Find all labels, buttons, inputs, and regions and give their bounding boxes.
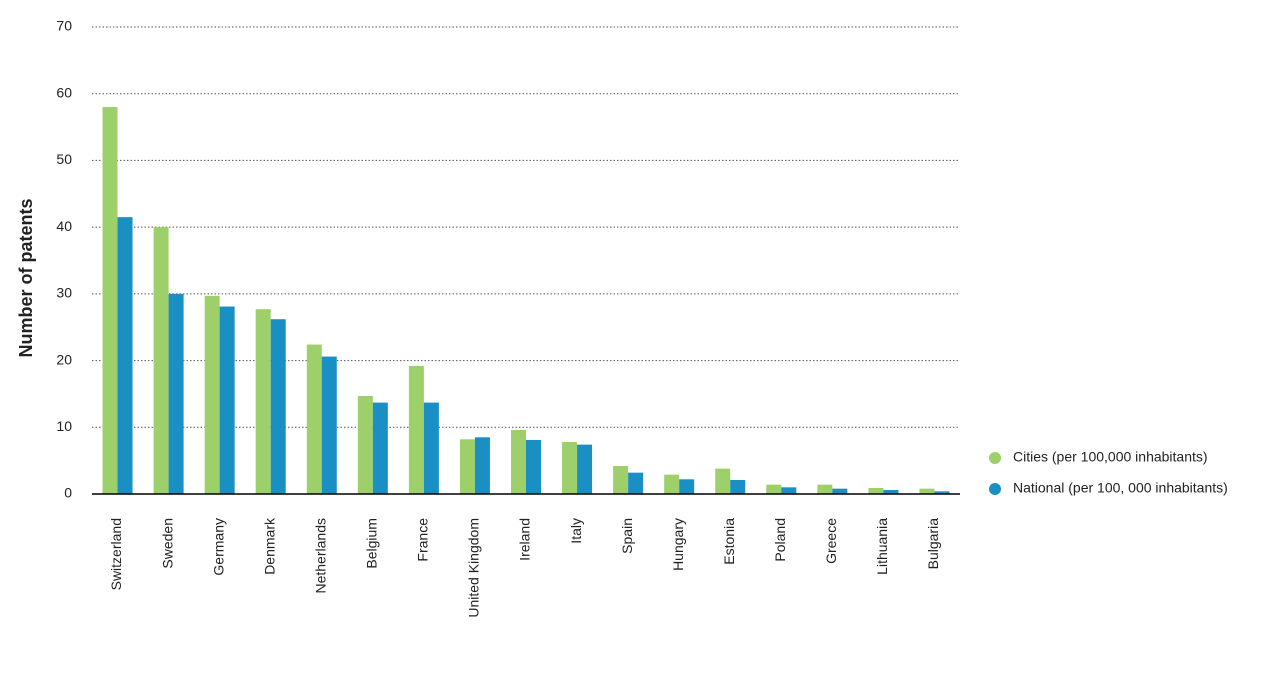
bar [255,309,271,494]
y-tick-label: 10 [56,418,72,434]
y-tick-label: 50 [56,151,72,167]
x-tick-label: France [415,518,431,562]
x-tick-label: Belgium [364,518,380,569]
y-tick-label: 70 [56,18,72,34]
bar [204,295,220,494]
y-tick-label: 20 [56,351,72,367]
legend-marker [989,483,1001,495]
bar [562,441,578,494]
y-axis-label: Number of patents [16,198,36,357]
bar [408,365,424,494]
x-tick-label: United Kingdom [466,518,482,618]
x-tick-label: Bulgaria [925,518,941,570]
bar [168,293,184,494]
x-tick-label: Switzerland [108,518,124,590]
legend-label: Cities (per 100,000 inhabitants) [1013,449,1208,465]
bar [270,319,286,494]
bar [306,344,322,494]
x-tick-label: Sweden [159,518,175,569]
bar [883,489,899,494]
y-tick-label: 60 [56,84,72,100]
bar [526,439,541,494]
bar [817,484,833,494]
bar [919,488,935,494]
legend-label: National (per 100, 000 inhabitants) [1013,480,1228,496]
x-tick-label: Greece [823,518,839,564]
x-tick-label: Ireland [517,518,533,561]
x-tick-label: Estonia [721,518,737,565]
y-tick-label: 0 [64,485,72,501]
bar [679,479,695,494]
bar [577,444,593,494]
bar [934,491,950,494]
bar [459,439,475,494]
x-tick-label: Lithuania [874,518,890,575]
bar [832,488,848,494]
bar [321,356,337,494]
bar [219,306,235,494]
bar [613,465,629,494]
x-tick-label: Netherlands [312,518,328,594]
y-tick-label: 40 [56,218,72,234]
x-tick-label: Hungary [670,518,686,571]
x-tick-label: Poland [772,518,788,562]
bar [511,429,526,494]
bar [766,484,782,494]
bar [664,474,680,494]
bar [102,107,118,495]
bar [474,437,490,494]
x-tick-label: Italy [568,518,584,544]
x-tick-label: Spain [619,518,635,554]
bar [868,487,884,494]
y-tick-label: 30 [56,285,72,301]
bar [715,468,731,494]
bar [357,395,373,494]
bar [153,227,169,494]
x-tick-label: Denmark [261,517,277,575]
bar [372,402,388,494]
bar [423,402,439,494]
bar [117,217,133,494]
bar [781,487,797,494]
bar [628,472,644,494]
bar [730,479,746,494]
legend-marker [989,452,1001,464]
x-tick-label: Germany [210,518,226,576]
